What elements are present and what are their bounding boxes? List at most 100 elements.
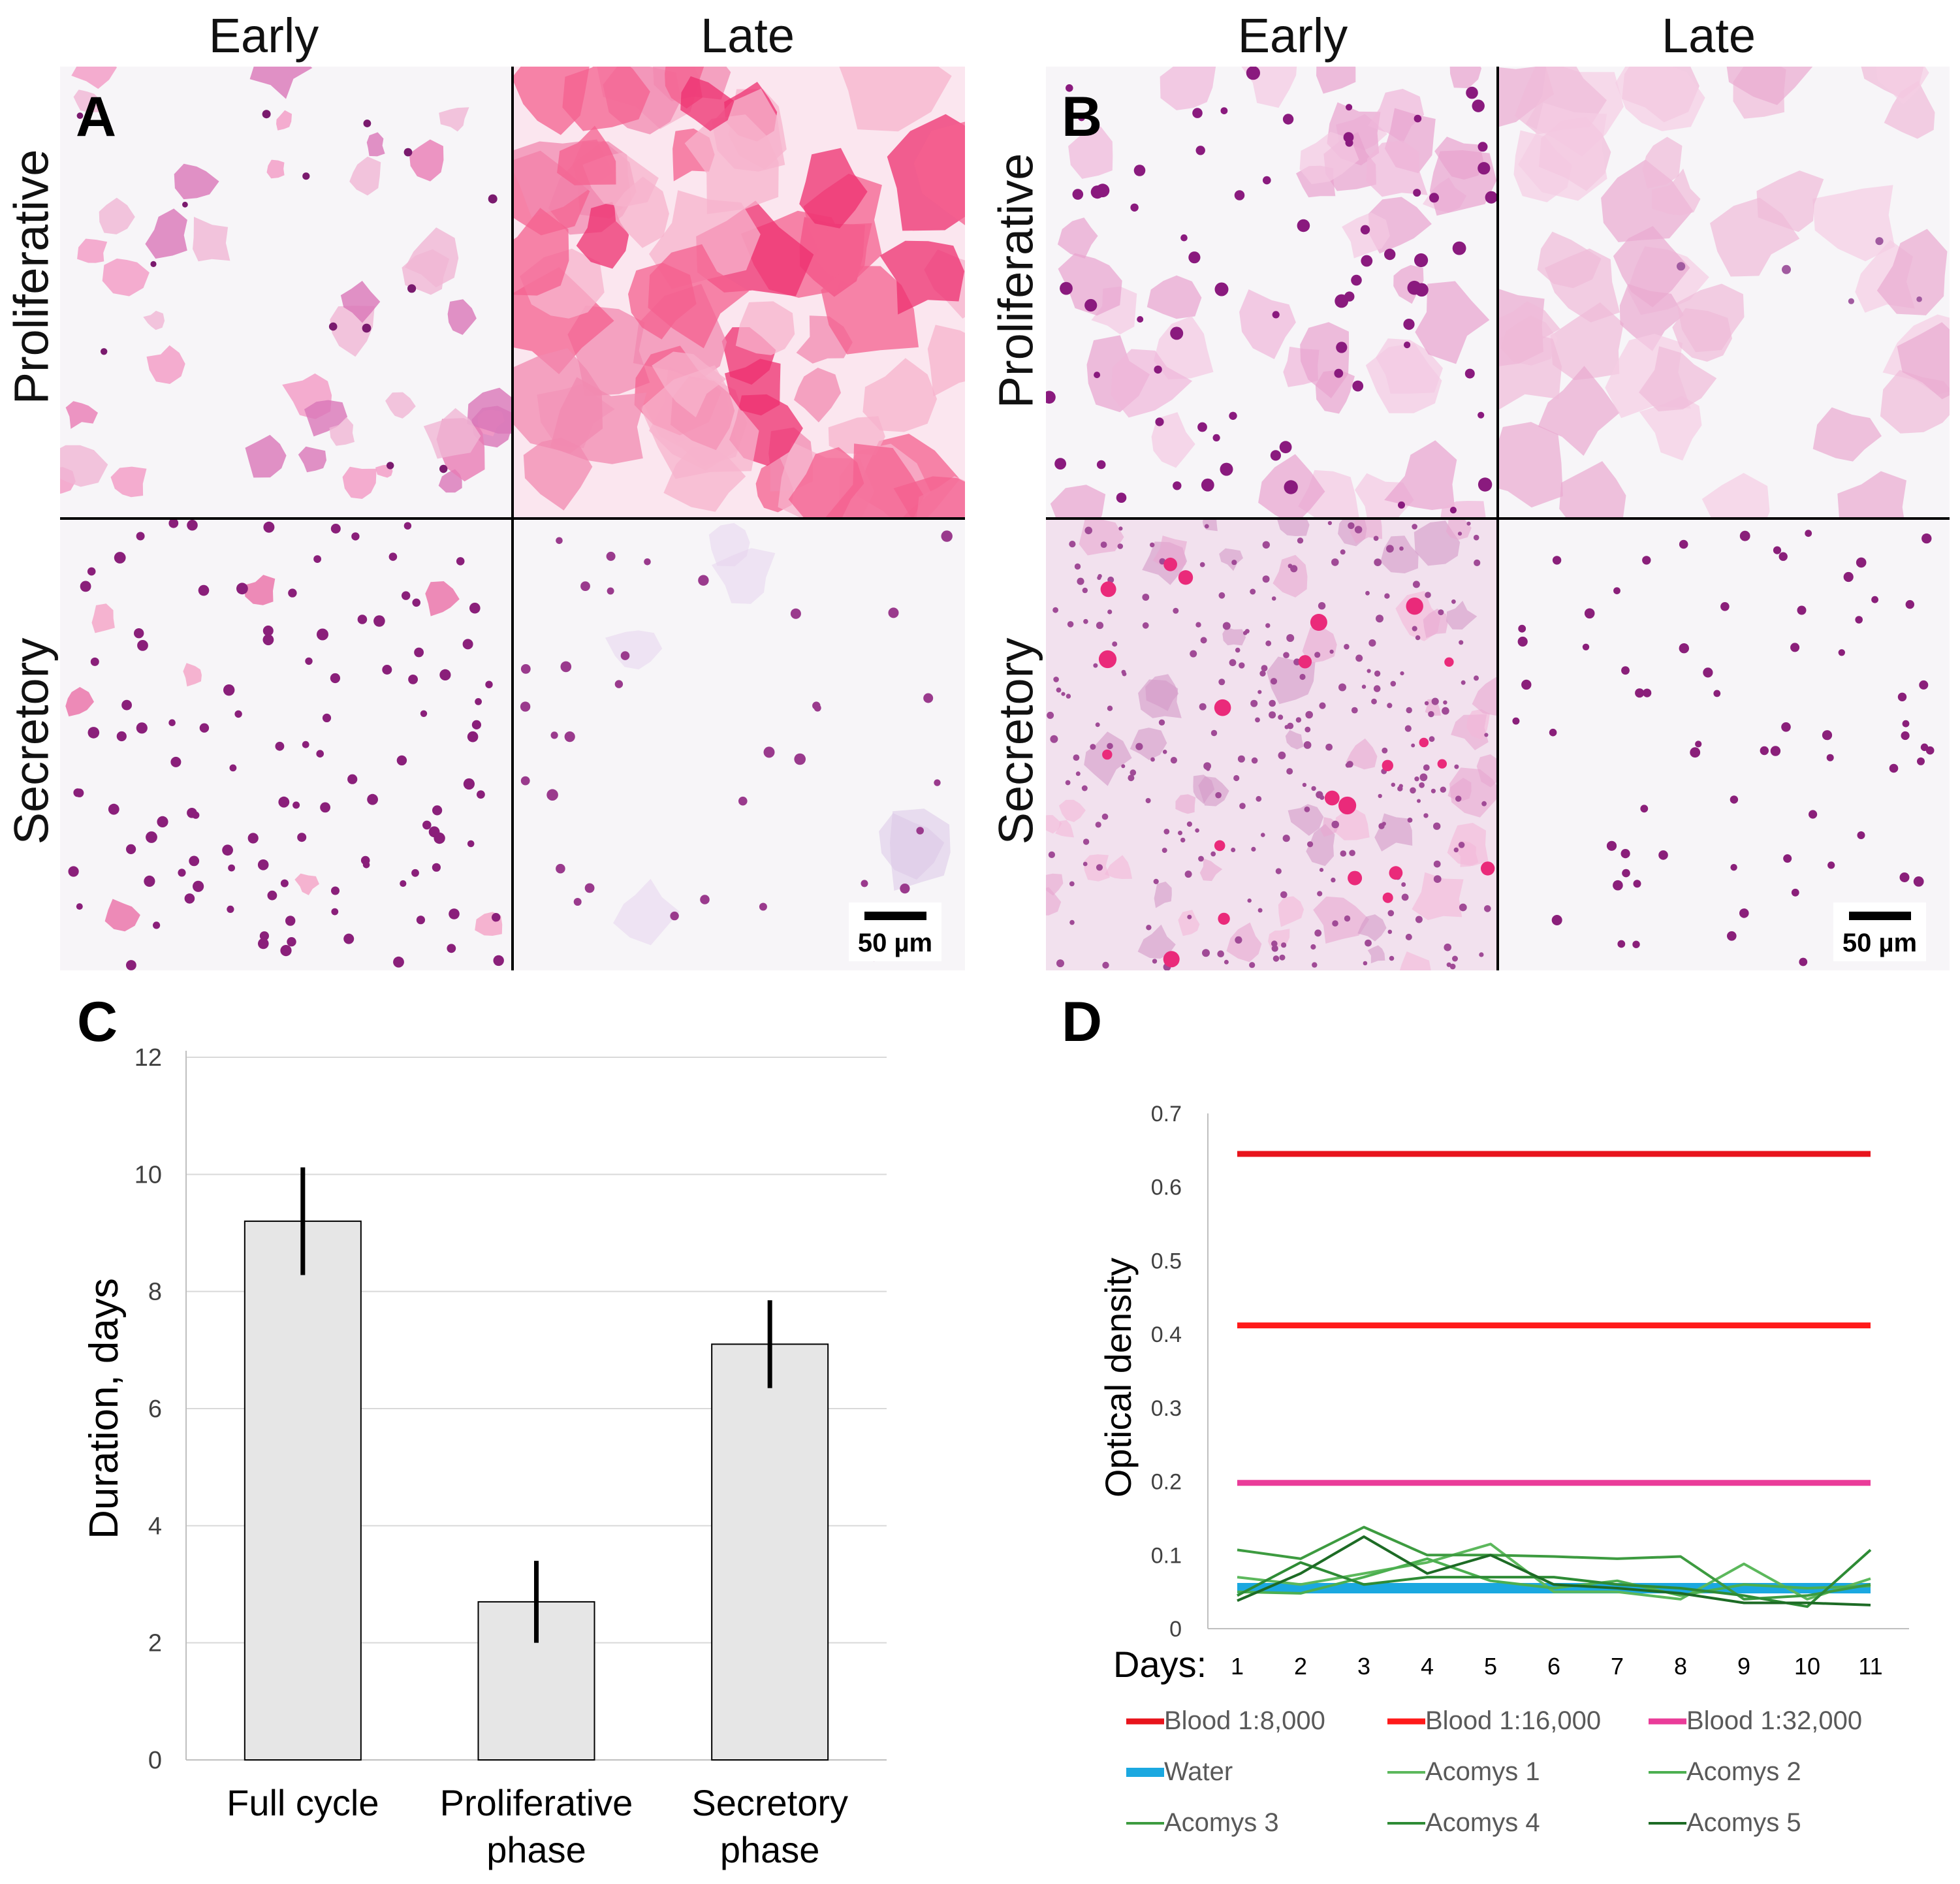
cell-shape: [1642, 136, 1683, 189]
nucleus-dot: [493, 955, 504, 966]
nucleus-dot: [1142, 594, 1150, 601]
nucleus-dot: [320, 802, 330, 813]
nucleus-dot: [1324, 790, 1340, 806]
cell-shape: [1160, 67, 1216, 110]
nucleus-dot: [1303, 741, 1312, 749]
nucleus-dot: [420, 710, 428, 717]
nucleus-dot: [477, 790, 485, 799]
nucleus-dot: [1474, 559, 1481, 566]
nucleus-dot: [1284, 480, 1298, 494]
nucleus-dot: [363, 120, 371, 127]
nucleus-dot: [1368, 639, 1376, 647]
cell-shape: [605, 630, 663, 670]
nucleus-dot: [1921, 533, 1932, 544]
nucleus-dot: [184, 893, 195, 904]
nucleus-dot: [388, 552, 398, 561]
nucleus-dot: [1512, 717, 1520, 725]
nucleus-dot: [1215, 791, 1222, 799]
nucleus-dot: [1412, 626, 1417, 631]
nucleus-dot: [234, 710, 242, 718]
legend-label: Water: [1164, 1757, 1233, 1786]
nucleus-dot: [1464, 368, 1475, 379]
cell-shape: [1472, 677, 1496, 716]
nucleus-dot: [1449, 507, 1457, 514]
cell-shape: [1199, 858, 1223, 882]
nucleus-dot: [1720, 602, 1730, 611]
nucleus-dot: [1052, 607, 1058, 613]
nucleus-dot: [1643, 688, 1652, 697]
nucleus-dot: [1142, 622, 1149, 629]
cell-shape: [879, 240, 965, 315]
nucleus-dot: [1410, 787, 1416, 794]
cell-shape: [1415, 281, 1490, 364]
nucleus-dot: [1400, 671, 1404, 676]
nucleus-dot: [1083, 861, 1088, 867]
nucleus-dot: [1239, 803, 1246, 809]
nucleus-dot: [1200, 637, 1207, 644]
nucleus-dot: [198, 584, 210, 596]
nucleus-dot: [1466, 86, 1478, 99]
nucleus-dot: [1346, 104, 1353, 111]
nucleus-dot: [1354, 526, 1363, 534]
nucleus-dot: [1137, 316, 1144, 323]
y-tick-label: 8: [148, 1279, 162, 1306]
nucleus-dot: [1073, 754, 1080, 761]
nucleus-dot: [422, 820, 432, 830]
nucleus-dot: [1679, 643, 1689, 654]
cell-shape: [794, 368, 841, 423]
nucleus-dot: [1459, 640, 1464, 645]
nucleus-dot: [1404, 342, 1411, 349]
nucleus-dot: [1367, 669, 1371, 673]
nucleus-dot: [178, 869, 186, 877]
category-label: Secretory: [691, 1782, 848, 1823]
nucleus-dot: [1146, 925, 1152, 931]
x-tick-label: 4: [1421, 1653, 1434, 1680]
nucleus-dot: [222, 844, 233, 856]
nucleus-dot: [941, 530, 953, 542]
cell-shape: [174, 163, 219, 200]
nucleus-dot: [1481, 801, 1487, 806]
nucleus-dot: [1214, 840, 1225, 852]
cell-shape: [366, 132, 385, 157]
y-tick-label: 0.7: [1151, 1102, 1182, 1126]
cell-shape: [65, 401, 98, 429]
nucleus-dot: [1298, 655, 1312, 669]
nucleus-dot: [87, 727, 100, 739]
nucleus-dot: [1658, 850, 1668, 860]
nucleus-dot: [257, 859, 269, 870]
nucleus-dot: [317, 628, 328, 641]
nucleus-dot: [1843, 571, 1854, 583]
nucleus-dot: [763, 746, 775, 758]
nucleus-dot: [1419, 773, 1428, 782]
nucleus-dot: [1453, 847, 1459, 853]
nucleus-dot: [297, 833, 307, 842]
cell-shape: [1615, 67, 1705, 131]
nucleus-dot: [1433, 860, 1441, 868]
cell-shape: [1315, 370, 1355, 414]
nucleus-dot: [1121, 764, 1126, 769]
nucleus-dot: [1378, 793, 1382, 799]
nucleus-dot: [1078, 114, 1085, 121]
nucleus-dot: [1373, 685, 1381, 692]
legend-label: Blood 1:8,000: [1164, 1706, 1325, 1735]
cell-shape: [146, 345, 185, 384]
nucleus-dot: [1552, 556, 1562, 565]
nucleus-dot: [550, 731, 558, 739]
cell-shape: [799, 148, 868, 229]
nucleus-dot: [580, 581, 590, 591]
nucleus-dot: [1452, 241, 1466, 255]
nucleus-dot: [68, 866, 79, 877]
nucleus-dot: [1173, 481, 1182, 490]
x-axis-label: Days:: [1113, 1644, 1207, 1685]
nucleus-dot: [644, 558, 651, 566]
nucleus-dot: [328, 322, 338, 331]
nucleus-dot: [1373, 535, 1379, 541]
legend-label: Blood 1:16,000: [1425, 1706, 1601, 1735]
nucleus-dot: [432, 863, 441, 872]
nucleus-dot: [1401, 882, 1406, 887]
nucleus-dot: [1265, 623, 1271, 628]
cell-shape: [1384, 440, 1457, 510]
micrograph-a-secretory-late: [513, 520, 965, 970]
cell-shape: [193, 217, 230, 262]
nucleus-dot: [1319, 702, 1326, 709]
